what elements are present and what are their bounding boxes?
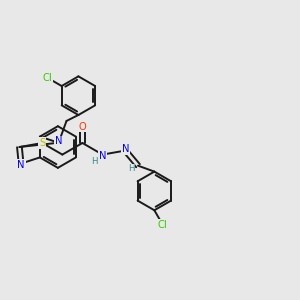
Text: Cl: Cl [158,220,167,230]
Text: H: H [91,157,98,166]
Text: S: S [39,138,45,148]
Text: H: H [128,164,135,173]
Text: O: O [79,122,86,132]
Text: N: N [122,144,129,154]
Text: N: N [17,160,25,170]
Text: N: N [55,136,62,146]
Text: N: N [99,151,106,161]
Text: Cl: Cl [42,73,52,83]
